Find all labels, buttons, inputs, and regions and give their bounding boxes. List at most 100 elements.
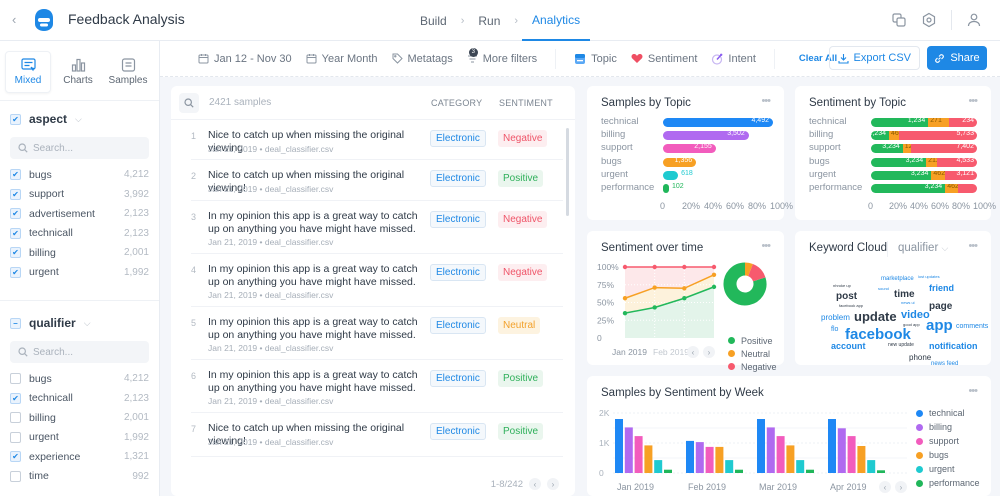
category-tag[interactable]: Electronic — [430, 130, 486, 147]
copy-icon[interactable] — [891, 12, 907, 28]
keyword[interactable]: app — [926, 317, 953, 334]
tab-mixed[interactable]: Mixed — [5, 51, 51, 93]
prev-period-button[interactable]: ‹ — [879, 481, 891, 493]
chevron-down-icon[interactable]: ⌵ — [83, 317, 91, 328]
sample-row[interactable]: 6 In my opinion this app is a great way … — [191, 360, 563, 413]
keyword[interactable]: problem — [821, 313, 850, 322]
date-range-filter[interactable]: Jan 12 - Nov 30 — [198, 53, 292, 65]
checkbox[interactable]: ✔ — [10, 227, 21, 239]
chevron-down-icon[interactable]: ⌵ — [75, 113, 82, 124]
keyword[interactable]: new update — [888, 342, 914, 348]
legend-item[interactable]: bugs — [916, 448, 980, 462]
qualifier-dropdown[interactable]: qualifier ⌵ — [898, 242, 948, 254]
bar[interactable]: 4,492 — [663, 117, 773, 127]
more-options-icon[interactable]: ••• — [761, 95, 771, 107]
category-tag[interactable]: Electronic — [430, 170, 486, 187]
checkbox[interactable]: ✔ — [10, 247, 21, 259]
settings-icon[interactable] — [921, 12, 937, 28]
granularity-filter[interactable]: Year Month — [306, 53, 378, 65]
checkbox[interactable]: ✔ — [10, 169, 21, 181]
keyword[interactable]: sound — [878, 286, 889, 291]
topic-filter[interactable]: Topic — [574, 53, 617, 65]
next-period-button[interactable]: › — [703, 346, 715, 358]
category-tag[interactable]: Electronic — [430, 317, 486, 334]
clear-all-button[interactable]: Clear All — [798, 53, 838, 64]
keyword[interactable]: phone — [909, 353, 932, 362]
stacked-bar[interactable]: 1,234 462 5,733 — [871, 131, 977, 141]
nav-analytics[interactable]: Analytics — [522, 0, 591, 41]
facet-item[interactable]: ✔ billing 2,001 — [10, 243, 149, 263]
bar[interactable]: 1,356 — [663, 157, 697, 167]
intent-filter[interactable]: Intent — [711, 53, 756, 65]
checkbox[interactable]: ✔ — [10, 208, 21, 220]
stacked-bar[interactable]: 3,234 211 4,533 — [871, 157, 977, 167]
sample-row[interactable]: 7 Nice to catch up when missing the orig… — [191, 413, 563, 457]
facet-search-input[interactable]: Search... — [10, 137, 149, 159]
facet-item[interactable]: ✔ experience 1,321 — [10, 447, 149, 467]
stacked-bar[interactable]: 1,234 271 234 — [871, 118, 977, 127]
checkbox[interactable] — [10, 412, 21, 424]
keyword[interactable]: good app — [903, 322, 920, 327]
more-options-icon[interactable]: ••• — [968, 385, 978, 397]
checkbox[interactable]: ✔ — [10, 188, 21, 200]
sentiment-badge[interactable]: Negative — [498, 130, 548, 147]
scrollbar[interactable] — [566, 128, 569, 216]
metatags-filter[interactable]: Metatags — [392, 53, 453, 65]
export-csv-button[interactable]: Export CSV — [828, 46, 920, 70]
sample-row[interactable]: 3 In my opinion this app is a great way … — [191, 201, 563, 254]
keyword[interactable]: page — [929, 301, 953, 312]
facet-item[interactable]: time 992 — [10, 467, 149, 487]
checkbox[interactable] — [10, 431, 21, 443]
keyword[interactable]: account — [831, 341, 866, 351]
sample-row[interactable]: 2 Nice to catch up when missing the orig… — [191, 160, 563, 201]
next-period-button[interactable]: › — [895, 481, 907, 493]
checkbox[interactable] — [10, 470, 21, 482]
keyword[interactable]: nhroke up — [833, 283, 851, 288]
stacked-bar[interactable]: 3,234 462 3,121 — [871, 170, 977, 180]
keyword[interactable]: marketplace — [881, 276, 914, 282]
sample-row[interactable]: 1 Nice to catch up when missing the orig… — [191, 120, 563, 160]
keyword[interactable]: news feed — [931, 361, 959, 367]
keyword[interactable]: notification — [929, 341, 978, 351]
more-options-icon[interactable]: ••• — [761, 240, 771, 252]
facet-item[interactable]: ✔ advertisement 2,123 — [10, 204, 149, 224]
keyword[interactable]: facebook — [845, 326, 911, 343]
facet-item[interactable]: ✔ bugs 4,212 — [10, 165, 149, 185]
facet-item[interactable]: ✔ urgent 1,992 — [10, 263, 149, 283]
keyword[interactable]: update — [854, 309, 897, 324]
next-page-button[interactable]: › — [547, 478, 559, 490]
bar[interactable]: 2,155 — [663, 143, 716, 154]
checkbox[interactable] — [10, 373, 21, 385]
sentiment-badge[interactable]: Negative — [498, 264, 548, 281]
facet-header[interactable]: ✔ aspect ⌵ — [10, 101, 149, 137]
category-tag[interactable]: Electronic — [430, 370, 486, 387]
column-header-category[interactable]: CATEGORY — [431, 98, 483, 108]
sentiment-filter[interactable]: Sentiment — [631, 53, 697, 65]
legend-item[interactable]: performance — [916, 476, 980, 490]
nav-build[interactable]: Build — [420, 13, 447, 28]
samples-search-button[interactable] — [179, 92, 199, 113]
bar[interactable] — [663, 184, 669, 193]
checkbox[interactable]: ✔ — [10, 392, 21, 404]
keyword[interactable]: comments — [956, 323, 989, 330]
back-chevron-icon[interactable]: ‹ — [12, 12, 17, 27]
category-tag[interactable]: Electronic — [430, 264, 486, 281]
facet-item[interactable]: urgent 1,992 — [10, 428, 149, 448]
more-filters-button[interactable]: 3 More filters — [467, 47, 537, 65]
facet-checkbox-partial[interactable]: – — [10, 317, 21, 329]
legend-item[interactable]: urgent — [916, 462, 980, 476]
tab-samples[interactable]: Samples — [105, 51, 151, 93]
nav-run[interactable]: Run — [478, 13, 501, 28]
sentiment-badge[interactable]: Neutral — [498, 317, 541, 334]
legend-item[interactable]: support — [916, 434, 980, 448]
more-options-icon[interactable]: ••• — [968, 240, 978, 252]
facet-search-input[interactable]: Search... — [10, 341, 149, 363]
bar[interactable] — [663, 170, 679, 180]
keyword[interactable]: post — [836, 291, 858, 302]
facet-checkbox[interactable]: ✔ — [10, 113, 21, 125]
sentiment-badge[interactable]: Positive — [498, 370, 544, 387]
facet-item[interactable]: ✔ support 3,992 — [10, 185, 149, 205]
legend-item[interactable]: technical — [916, 406, 980, 420]
sentiment-badge[interactable]: Positive — [498, 423, 544, 440]
checkbox[interactable]: ✔ — [10, 451, 21, 463]
